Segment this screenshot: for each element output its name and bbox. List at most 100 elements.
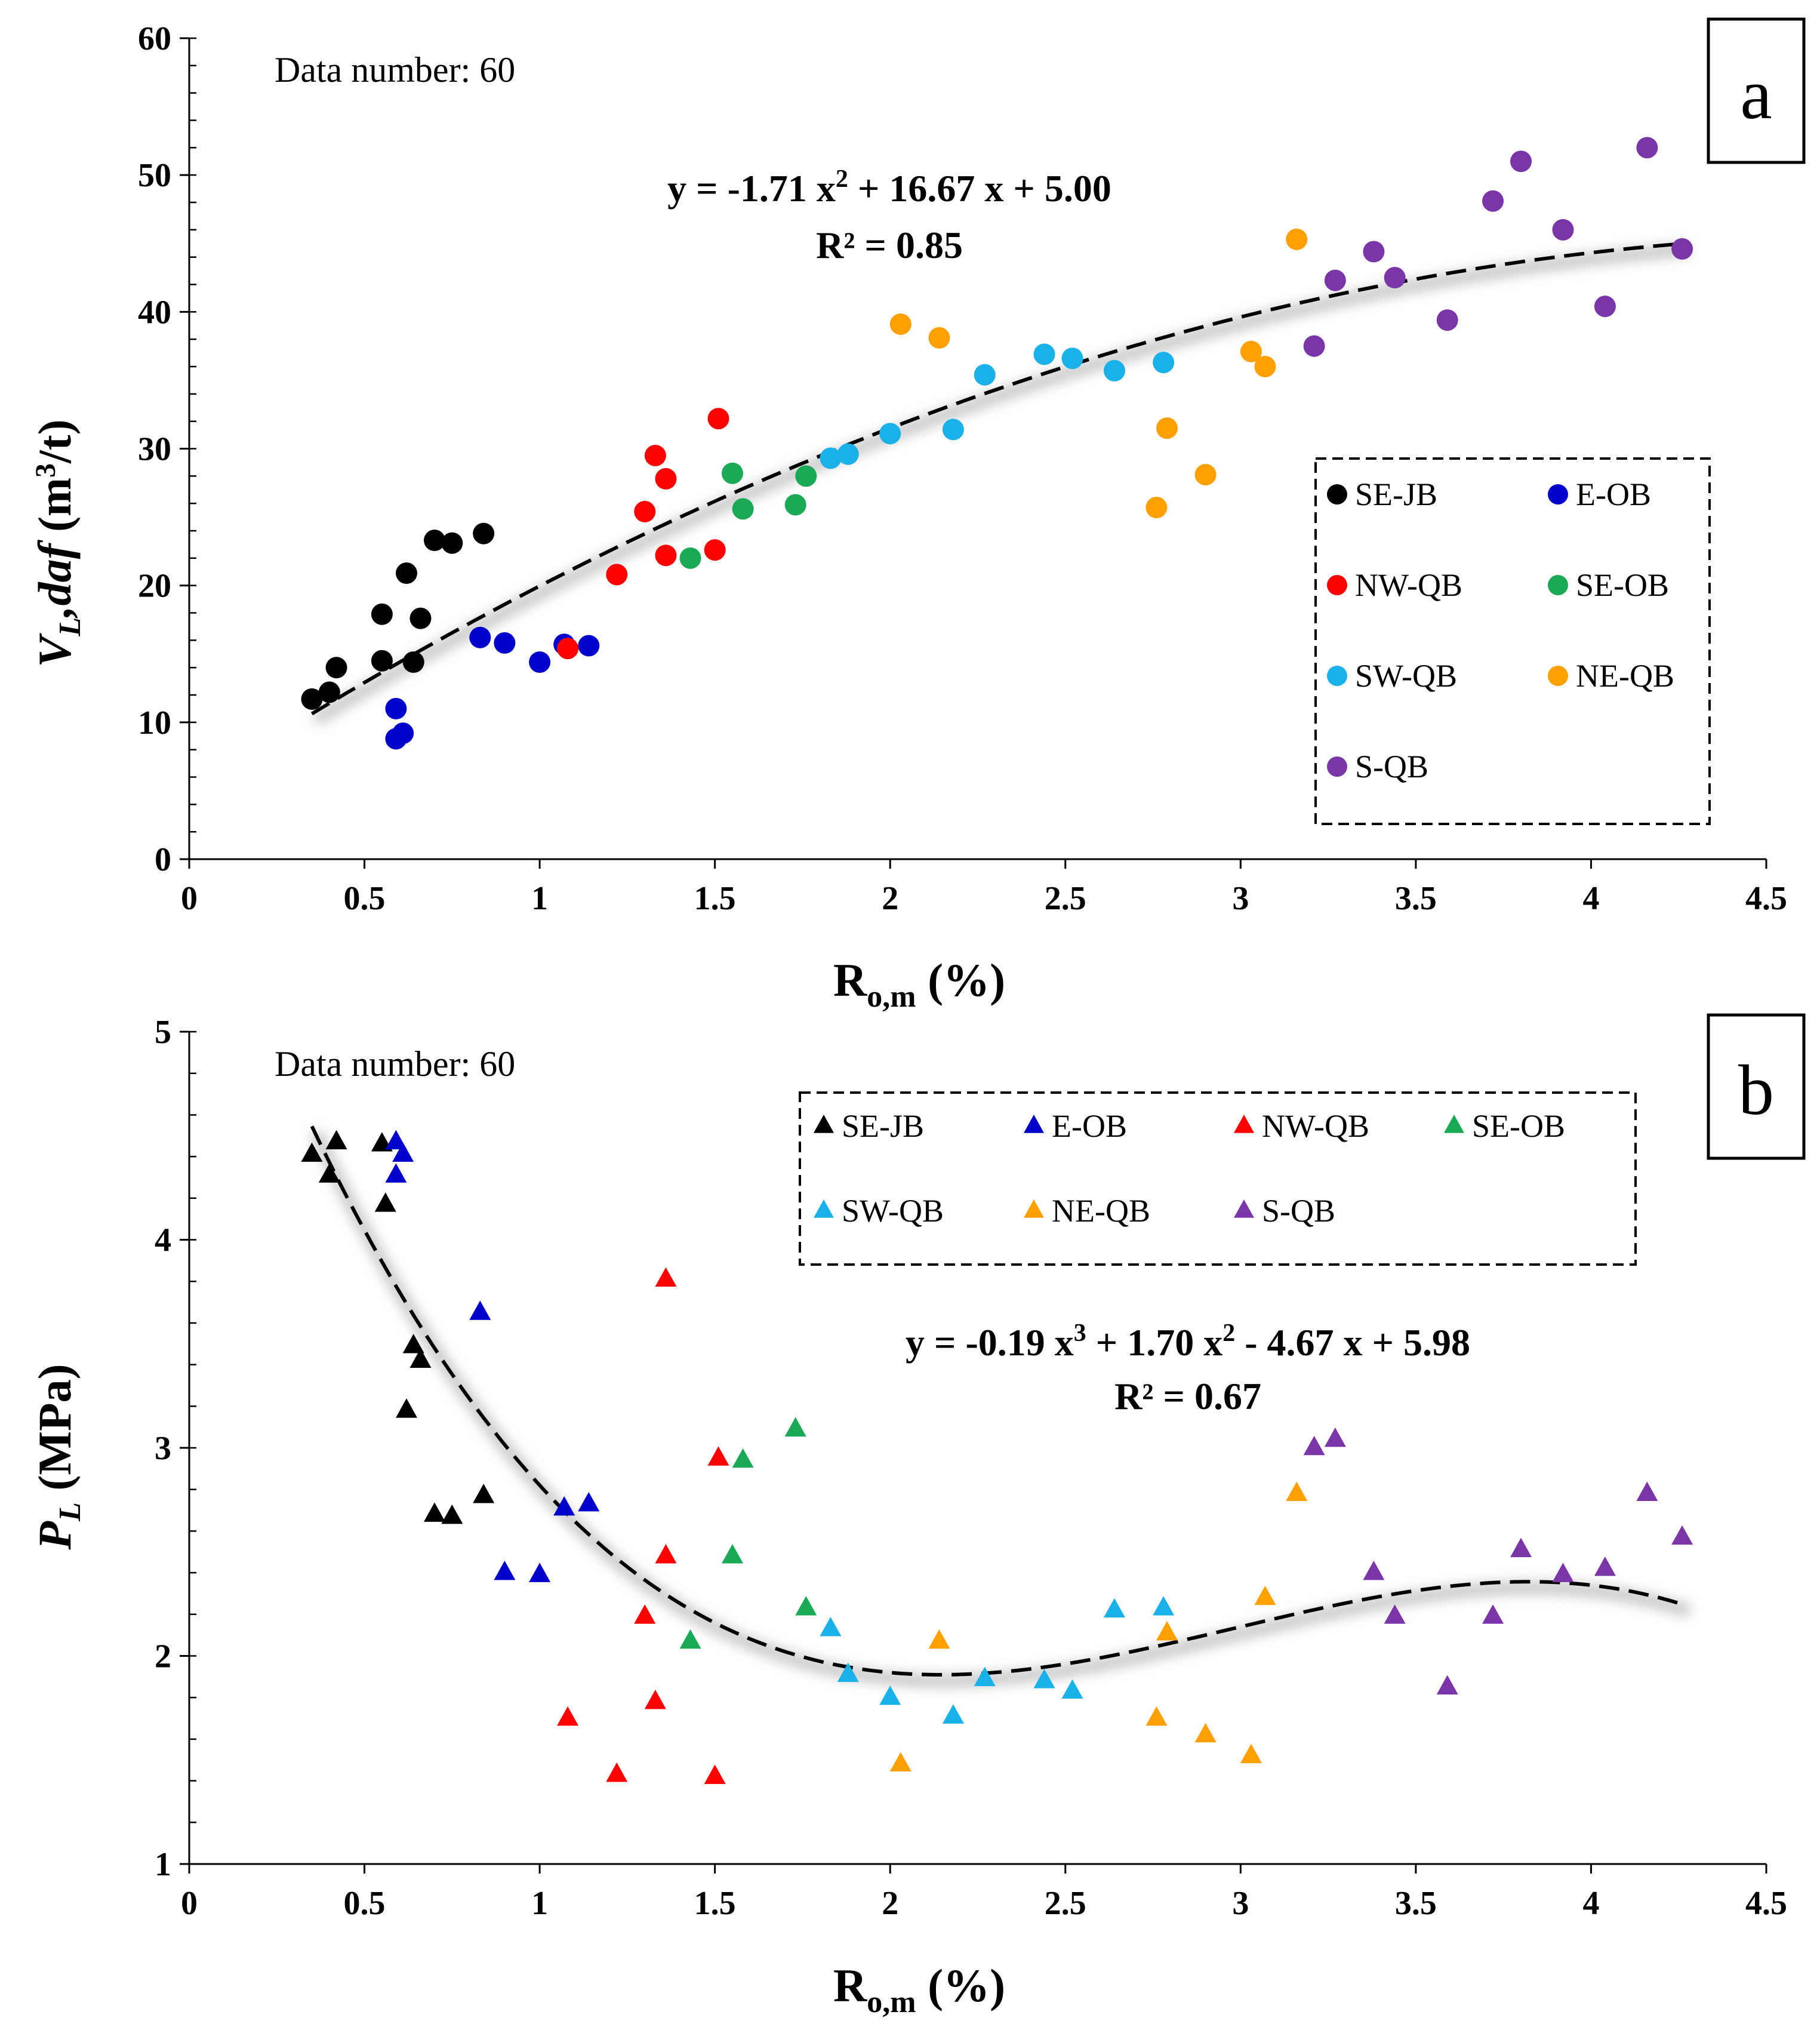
fit-curve <box>310 1125 1686 1677</box>
legend-label: SE-OB <box>1472 1108 1565 1144</box>
data-point <box>722 462 744 484</box>
data-point <box>1156 417 1178 439</box>
legend-marker <box>1327 756 1347 777</box>
data-point <box>942 1704 964 1724</box>
y-tick-label: 20 <box>138 568 171 605</box>
legend-box <box>1314 457 1711 825</box>
legend-marker <box>1548 484 1568 505</box>
data-point <box>974 364 996 386</box>
data-point <box>423 1502 445 1522</box>
data-point <box>473 522 495 545</box>
data-point <box>1552 219 1574 241</box>
data-point <box>409 607 432 629</box>
data-point <box>1594 296 1616 318</box>
data-point <box>655 1544 677 1564</box>
data-point <box>1363 1561 1385 1580</box>
data-point <box>469 626 491 648</box>
data-number-label: Data number: 60 <box>275 1044 515 1084</box>
y-tick-label: 40 <box>138 294 171 331</box>
data-point <box>820 1617 842 1637</box>
data-point <box>1286 228 1308 250</box>
legend-marker <box>1024 1199 1044 1218</box>
data-point <box>1303 335 1325 357</box>
legend-marker <box>1327 575 1347 595</box>
x-tick-label: 4 <box>1582 880 1599 917</box>
data-point <box>644 444 666 466</box>
y-tick-label: 5 <box>155 1014 171 1051</box>
data-point <box>374 1192 396 1212</box>
legend-label: S-QB <box>1262 1193 1335 1229</box>
data-point <box>469 1300 491 1320</box>
chart-panel-a: 0 10 20 30 40 50 60 0 0.5 1 1.5 2 2.5 3 3.5 4 4.5 Data n… <box>29 17 1806 1014</box>
panel-label-box <box>1707 17 1806 164</box>
y-tick-label: 2 <box>155 1638 171 1675</box>
data-point <box>1436 309 1458 331</box>
data-point <box>1436 1675 1458 1695</box>
data-point <box>1671 238 1693 260</box>
fit-curve-path <box>310 241 1686 716</box>
legend-marker <box>814 1115 834 1133</box>
data-point <box>578 635 600 657</box>
legend-marker <box>1444 1115 1464 1133</box>
data-point <box>1061 347 1083 370</box>
y-minor-ticks <box>189 1031 196 1865</box>
data-point <box>707 408 729 430</box>
data-point <box>974 1666 996 1687</box>
data-point <box>392 722 414 745</box>
data-point <box>837 443 859 465</box>
data-point <box>1384 267 1406 289</box>
data-point <box>634 500 656 522</box>
data-point <box>795 1596 817 1616</box>
data-point <box>820 447 842 469</box>
data-point <box>889 1752 911 1772</box>
data-number-label: Data number: 60 <box>275 50 515 90</box>
data-point <box>606 564 628 586</box>
data-point <box>795 465 817 487</box>
y-tick-label: 30 <box>138 431 171 468</box>
data-point <box>1636 1481 1658 1501</box>
legend-label: E-OB <box>1052 1108 1127 1144</box>
data-point <box>385 1130 407 1150</box>
y-axis-label: VL,daf (m3/t) <box>29 419 87 667</box>
x-tick-label: 1.5 <box>694 880 736 917</box>
data-point <box>928 1629 950 1649</box>
data-point <box>655 545 677 567</box>
x-tick-label: 1 <box>531 880 548 917</box>
legend-label: NE-QB <box>1576 658 1674 694</box>
data-point <box>473 1484 495 1503</box>
x-tick-label: 1 <box>531 1885 548 1922</box>
data-points <box>301 137 1693 750</box>
data-point <box>879 423 901 445</box>
data-point <box>679 547 701 569</box>
data-point <box>392 1142 414 1162</box>
legend-marker <box>1327 484 1347 505</box>
x-tick-label: 3 <box>1232 880 1249 917</box>
data-point <box>732 1448 754 1468</box>
data-point <box>1156 1621 1178 1641</box>
data-point <box>889 313 911 335</box>
panel-label-box <box>1707 1013 1806 1160</box>
x-tick-label: 4.5 <box>1745 1885 1787 1922</box>
data-point <box>1145 497 1168 519</box>
x-axis-label: Ro,m (%) <box>833 1960 1005 2019</box>
data-point <box>1363 241 1385 263</box>
data-point <box>325 657 347 679</box>
data-point <box>494 1561 516 1580</box>
x-tick-label: 4 <box>1582 1885 1599 1922</box>
legend-label: E-OB <box>1576 476 1651 512</box>
data-point <box>1254 1585 1276 1605</box>
data-point <box>1153 1596 1175 1616</box>
data-point <box>409 1348 432 1368</box>
legend-label: SE-JB <box>842 1108 924 1144</box>
data-point <box>784 494 806 516</box>
data-point <box>1240 1743 1262 1764</box>
data-point <box>722 1544 744 1564</box>
x-tick-label: 2 <box>882 880 898 917</box>
data-point <box>1303 1435 1325 1456</box>
data-point <box>441 532 463 554</box>
data-point <box>529 651 551 673</box>
axes <box>188 1032 1766 1865</box>
y-tick-label: 60 <box>138 20 171 57</box>
legend-label: SW-QB <box>1355 658 1457 694</box>
